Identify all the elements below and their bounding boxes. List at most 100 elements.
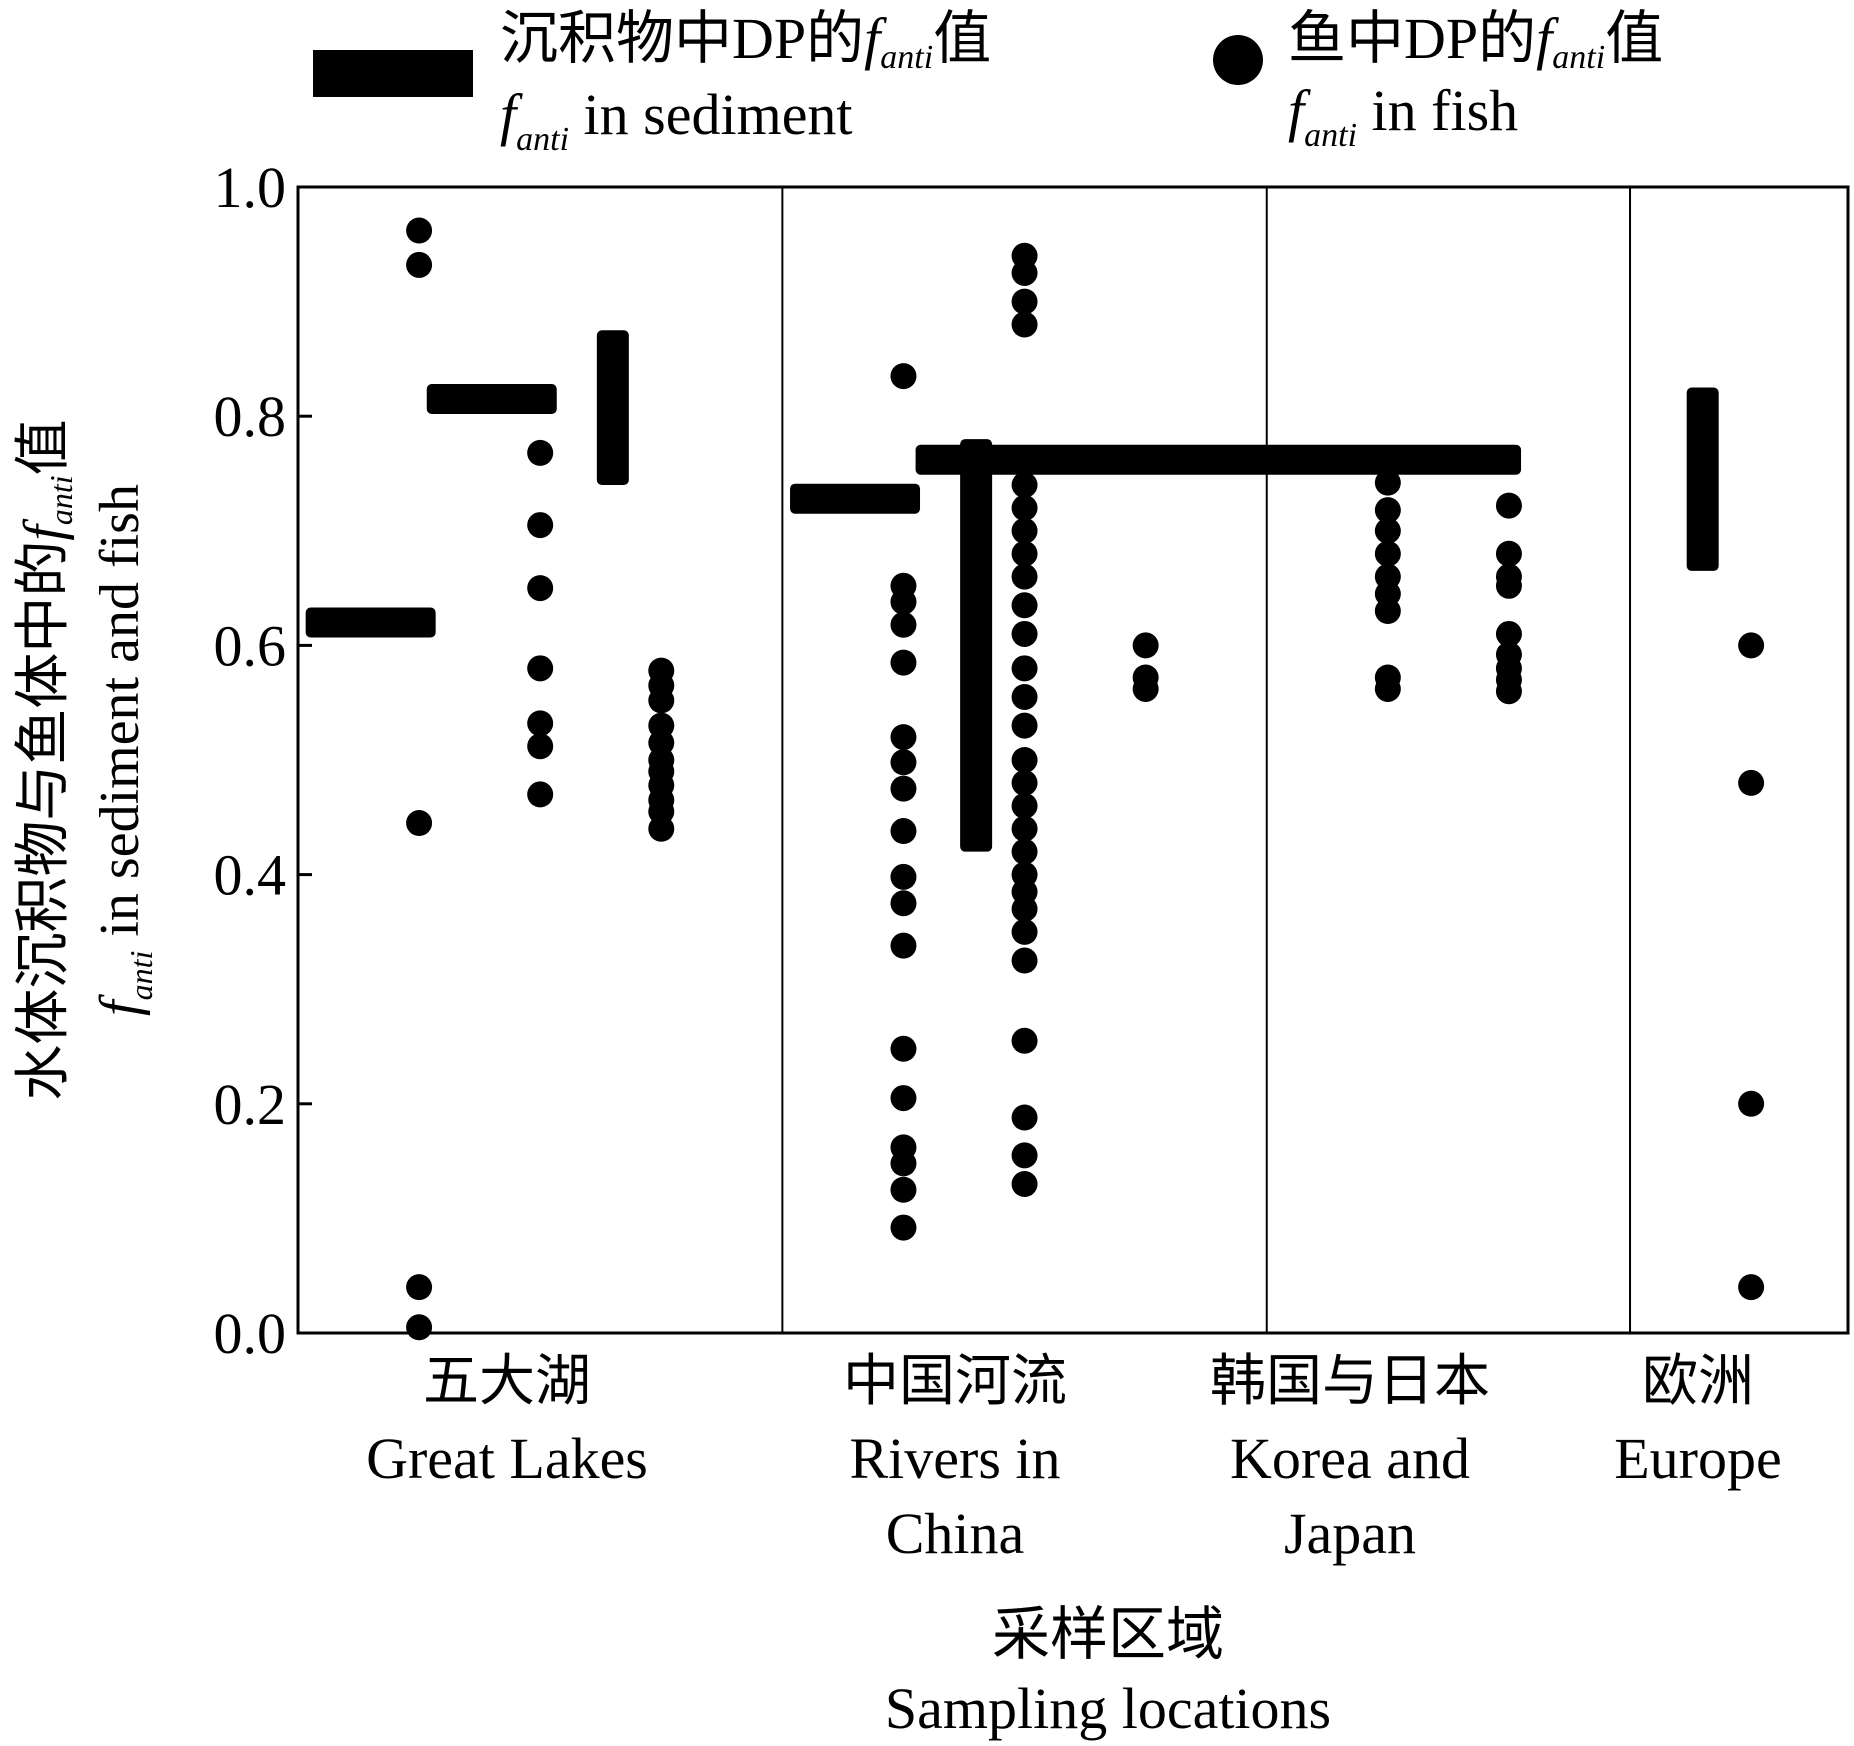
fish-point-4-13: [1011, 712, 1038, 739]
sediment-bar-3: [790, 483, 921, 514]
fish-point-8-3: [1738, 1274, 1765, 1301]
fish-point-4-5: [1011, 494, 1038, 521]
region-label-cn-3: 欧洲: [1642, 1351, 1754, 1413]
legend-fish-suffix: 值: [1605, 6, 1663, 71]
y-tick-label-2: 0.4: [214, 843, 287, 908]
fish-point-4-22: [1011, 918, 1038, 945]
fish-point-3-0: [890, 363, 917, 390]
legend-sediment-en-sub: anti: [516, 121, 569, 158]
sediment-bar-4: [960, 439, 993, 852]
legend-fish-sub: anti: [1552, 39, 1605, 76]
fish-point-3-5: [890, 724, 917, 751]
fish-point-3-9: [890, 863, 917, 890]
region-label-en-2-1: Japan: [1284, 1501, 1416, 1566]
y-axis-label-suffix: 值: [13, 419, 75, 475]
fish-point-4-12: [1011, 683, 1038, 710]
plot-frame: [296, 185, 1850, 1335]
fish-point-4-3: [1011, 311, 1038, 338]
fish-point-3-4: [890, 649, 917, 676]
fish-point-4-23: [1011, 947, 1038, 974]
fish-point-0-2: [406, 810, 433, 837]
y-axis-label-cn: 水体沉积物与鱼体中的fanti值: [13, 419, 79, 1100]
fish-point-4-4: [1011, 471, 1038, 498]
fish-point-5-2: [1132, 675, 1159, 702]
legend-fish-label-en: fanti in fish: [1288, 78, 1518, 154]
fish-point-4-1: [1011, 259, 1038, 286]
legend-sediment-suffix: 值: [933, 6, 991, 71]
fish-point-4-14: [1011, 747, 1038, 773]
legend-fish-en-sub: anti: [1304, 117, 1357, 154]
fish-point-8-0: [1738, 632, 1765, 659]
y-tick-label-1: 0.2: [214, 1072, 287, 1137]
fish-point-0-0: [406, 217, 433, 244]
sediment-bar-0: [305, 607, 436, 638]
region-label-cn-2: 韩国与日本: [1210, 1351, 1490, 1413]
fish-point-1-6: [527, 781, 554, 808]
y-axis-label-sub: anti: [43, 475, 79, 525]
region-label-en-1-0: Rivers in: [849, 1426, 1060, 1491]
x-axis-label-cn: 采样区域: [992, 1602, 1224, 1667]
y-axis: 0.0 0.2 0.4 0.6 0.8 1.0: [214, 155, 312, 1366]
fish-point-4-11: [1011, 655, 1038, 682]
fish-point-2-10: [648, 815, 675, 842]
fish-point-6-8: [1374, 675, 1401, 702]
sediment-bar-1: [426, 384, 557, 415]
legend-sediment-sub: anti: [880, 39, 933, 76]
fish-point-0-1: [406, 251, 433, 278]
fish-point-4-27: [1011, 1171, 1038, 1198]
x-axis-label: 采样区域 Sampling locations: [885, 1602, 1331, 1741]
region-label-en-3-0: Europe: [1614, 1426, 1782, 1491]
sediment-bar-2: [596, 330, 629, 485]
fish-point-3-13: [890, 1085, 917, 1112]
fish-point-3-8: [890, 818, 917, 845]
fish-point-6-6: [1374, 598, 1401, 625]
plot-area: [296, 185, 1850, 1341]
fish-point-1-5: [527, 733, 554, 760]
y-tick-label-5: 1.0: [214, 155, 287, 220]
legend-fish-marker: [1213, 35, 1263, 85]
legend-fish-en-text: in fish: [1357, 78, 1518, 143]
fish-point-3-7: [890, 775, 917, 802]
fish-point-2-2: [648, 687, 675, 714]
fish-point-3-6: [890, 749, 917, 776]
fish-point-1-0: [527, 439, 554, 466]
fish-point-7-1: [1495, 540, 1522, 567]
fish-point-6-2: [1374, 517, 1401, 544]
fish-point-1-3: [527, 655, 554, 682]
y-tick-label-4: 0.8: [214, 384, 287, 449]
fish-point-4-2: [1011, 288, 1038, 315]
fish-point-4-21: [1011, 895, 1038, 922]
fish-point-8-1: [1738, 769, 1765, 796]
fish-point-3-15: [890, 1150, 917, 1177]
fish-point-6-0: [1374, 469, 1401, 496]
fish-point-3-17: [890, 1214, 917, 1241]
fish-point-6-1: [1374, 497, 1401, 524]
fish-point-4-7: [1011, 540, 1038, 567]
fish-point-1-2: [527, 575, 554, 602]
fish-point-4-24: [1011, 1027, 1038, 1054]
x-axis-categories: 五大湖 Great Lakes 中国河流 Rivers in China 韩国与日本 Kor…: [366, 1351, 1782, 1566]
y-axis-label-en: fanti in sediment and fish: [89, 484, 159, 1016]
fish-point-6-3: [1374, 540, 1401, 567]
sediment-bar-6: [1686, 387, 1719, 571]
fish-point-4-16: [1011, 792, 1038, 819]
fish-point-3-2: [890, 588, 917, 615]
fish-point-7-3: [1495, 572, 1522, 599]
fish-point-4-17: [1011, 815, 1038, 842]
y-tick-label-0: 0.0: [214, 1301, 287, 1366]
y-axis-label-en-sub: anti: [123, 951, 159, 1001]
legend-sediment-marker: [313, 50, 473, 97]
x-axis-label-en: Sampling locations: [885, 1676, 1331, 1741]
fish-point-3-16: [890, 1176, 917, 1203]
legend-fish-label-cn: 鱼中DP的fanti值: [1288, 6, 1663, 76]
legend-sediment-cn-text: 沉积物中DP的: [500, 6, 864, 71]
fish-point-7-8: [1495, 678, 1522, 705]
sediment-bar-5: [915, 444, 1522, 475]
fish-point-3-11: [890, 932, 917, 959]
region-label-cn-1: 中国河流: [843, 1351, 1067, 1413]
legend-sediment-label-cn: 沉积物中DP的fanti值: [500, 6, 991, 76]
